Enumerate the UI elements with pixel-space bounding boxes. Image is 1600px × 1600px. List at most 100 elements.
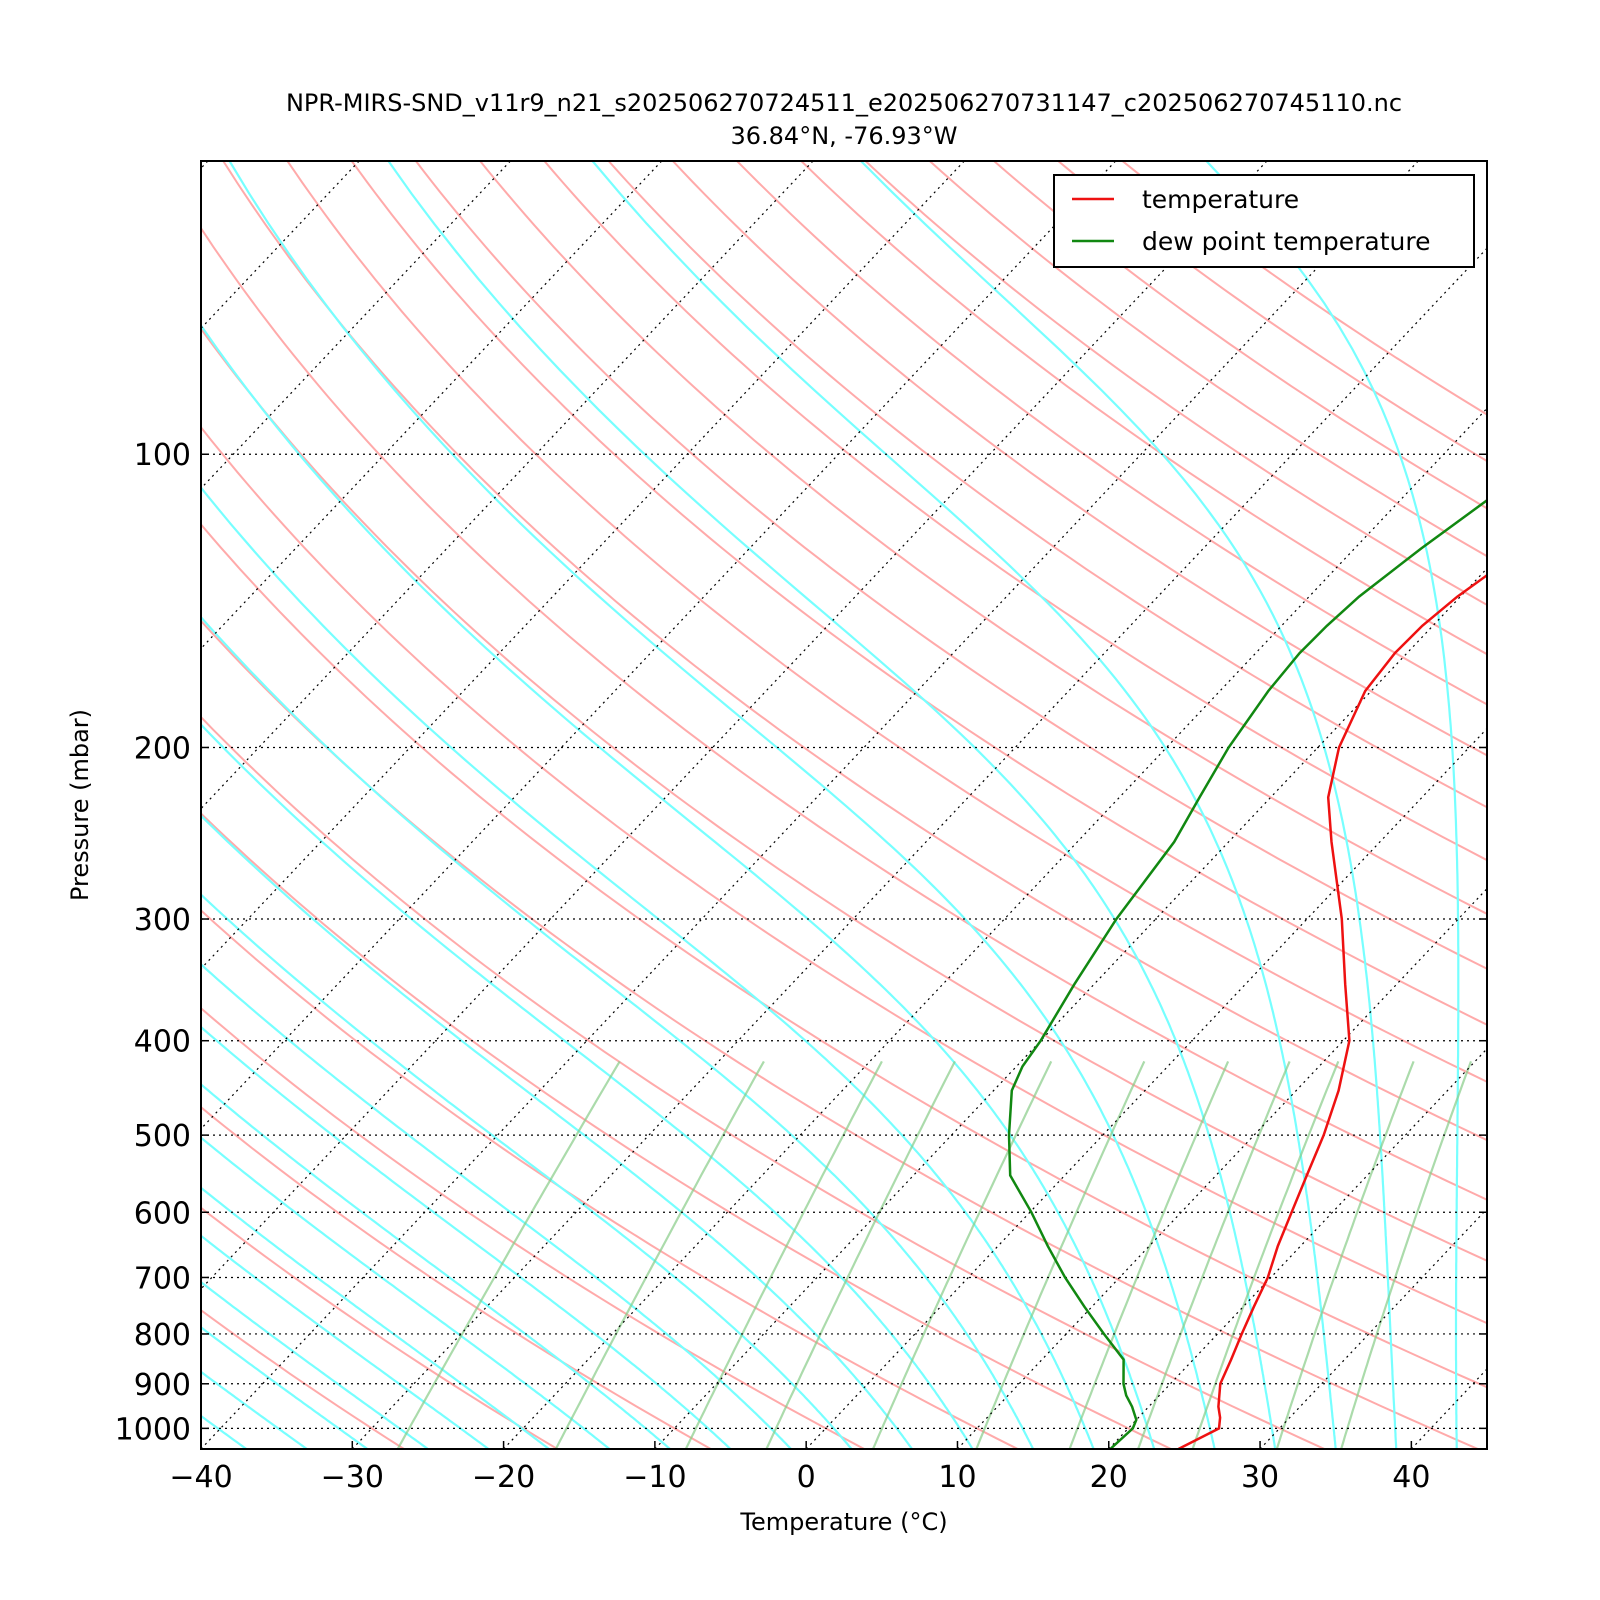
- moist-adiabat: [860, 161, 1398, 1449]
- x-axis-ticks: −40 −30 −20 −10 0 10 20 30 40: [169, 1441, 1430, 1495]
- chart-title: NPR-MIRS-SND_v11r9_n21_s202506270724511_…: [286, 89, 1402, 117]
- profile-lines: [1007, 498, 1487, 1449]
- isotherm: [503, 407, 1487, 1449]
- y-tick-label: 500: [134, 1119, 191, 1154]
- isotherm: [201, 161, 965, 970]
- moist-adiabat: [201, 893, 853, 1449]
- dry-adiabat: [864, 161, 1487, 606]
- x-tick-label: −30: [321, 1460, 384, 1495]
- dry-adiabat: [201, 812, 1172, 1449]
- x-tick-label: 10: [938, 1460, 976, 1495]
- moist-adiabat: [201, 962, 792, 1449]
- moist-adiabat: [201, 615, 1035, 1449]
- y-tick-label: 900: [134, 1368, 191, 1403]
- dry-adiabat: [201, 909, 1019, 1449]
- y-tick-label: 1000: [115, 1412, 191, 1447]
- isotherm: [0, 161, 57, 1449]
- y-tick-label: 700: [134, 1261, 191, 1296]
- moist-adiabat: [201, 723, 974, 1449]
- mixing-ratio-line: [871, 1060, 1053, 1449]
- moist-adiabat: [201, 1370, 308, 1449]
- dry-adiabat: [201, 1006, 865, 1449]
- moist-adiabat: [201, 1325, 369, 1449]
- moist-adiabat: [201, 1186, 550, 1449]
- y-tick-label: 800: [134, 1318, 191, 1353]
- isotherm: [201, 161, 1117, 1130]
- moist-adiabat: [201, 485, 1095, 1449]
- legend-label-temperature: temperature: [1142, 185, 1299, 214]
- dry-adiabat: [672, 161, 1487, 757]
- dry-adiabat: [201, 1206, 558, 1449]
- y-axis-label: Pressure (mbar): [66, 709, 94, 901]
- moist-adiabat: [201, 1280, 429, 1449]
- dry-adiabat: [929, 161, 1487, 558]
- moist-adiabat: [201, 323, 1156, 1449]
- y-tick-label: 400: [134, 1025, 191, 1060]
- dry-adiabat: [222, 161, 1487, 1142]
- dry-adiabat: [993, 161, 1487, 510]
- mixing-ratio-line: [1068, 1060, 1230, 1449]
- grid-lines: [0, 161, 1600, 1449]
- moist-adiabat: [387, 161, 1277, 1449]
- mixing-ratio-line: [1275, 1060, 1415, 1449]
- mixing-ratio-line: [396, 1060, 621, 1449]
- moist-adiabat: [201, 1136, 611, 1449]
- isotherm: [201, 161, 1268, 1290]
- y-tick-label: 200: [134, 731, 191, 766]
- moist-adiabat: [201, 1414, 248, 1449]
- y-axis-ticks: 100 200 300 400 500 600 700 800 900 1000: [115, 438, 1487, 1447]
- mixing-ratio-line: [1191, 1060, 1340, 1449]
- y-tick-label: 100: [134, 438, 191, 473]
- dry-adiabat: [201, 1105, 712, 1449]
- isotherm: [654, 567, 1487, 1449]
- x-tick-label: 40: [1392, 1460, 1430, 1495]
- dry-adiabat: [736, 161, 1487, 706]
- x-tick-label: 20: [1090, 1460, 1128, 1495]
- isotherm: [957, 887, 1487, 1449]
- dry-adiabat: [201, 522, 1487, 1389]
- x-axis-label: Temperature (°C): [739, 1508, 947, 1536]
- y-tick-label: 300: [134, 903, 191, 938]
- dry-adiabat: [201, 425, 1487, 1325]
- isotherm: [1108, 1047, 1487, 1449]
- moist-adiabat: [201, 1234, 490, 1449]
- thermodynamic-background: [201, 161, 1487, 1449]
- moist-adiabat: [201, 1025, 732, 1449]
- dry-adiabat: [201, 226, 1487, 1201]
- mixing-ratio-line: [1340, 1061, 1473, 1449]
- moist-adiabat: [201, 1082, 671, 1449]
- mixing-ratio-line: [684, 1060, 883, 1449]
- x-tick-label: 30: [1241, 1460, 1279, 1495]
- isotherm: [1259, 1207, 1487, 1449]
- mixing-ratio-line: [765, 1060, 956, 1449]
- mixing-ratio-line: [554, 1060, 765, 1449]
- dry-adiabat: [1121, 161, 1487, 416]
- moist-adiabat: [228, 161, 1216, 1449]
- moist-adiabat: [1205, 161, 1460, 1449]
- isotherm: [1563, 161, 1600, 1449]
- x-tick-label: −10: [623, 1460, 686, 1495]
- isotherm: [1410, 1368, 1487, 1449]
- isotherm: [351, 247, 1487, 1449]
- chart-subtitle: 36.84°N, -76.93°W: [730, 122, 957, 150]
- isotherm: [201, 161, 1419, 1449]
- mixing-ratio-line: [1137, 1060, 1291, 1449]
- dry-adiabat: [607, 161, 1487, 809]
- x-tick-label: −20: [472, 1460, 535, 1495]
- isotherm: [201, 161, 209, 170]
- isotherm: [201, 161, 814, 810]
- isotherm: [201, 161, 360, 330]
- temperature-line: [1177, 573, 1487, 1449]
- dew-point-line: [1007, 498, 1487, 1449]
- mixing-ratio-line: [975, 1060, 1146, 1449]
- dry-adiabat: [543, 161, 1487, 862]
- dry-adiabat: [415, 161, 1487, 970]
- dry-adiabat: [201, 715, 1325, 1449]
- moist-adiabat: [591, 161, 1337, 1449]
- isotherm: [201, 161, 511, 490]
- legend-box: [1053, 174, 1475, 268]
- plot-frame: [200, 160, 1488, 1450]
- isotherm: [805, 727, 1487, 1449]
- legend-label-dew-point: dew point temperature: [1142, 227, 1431, 256]
